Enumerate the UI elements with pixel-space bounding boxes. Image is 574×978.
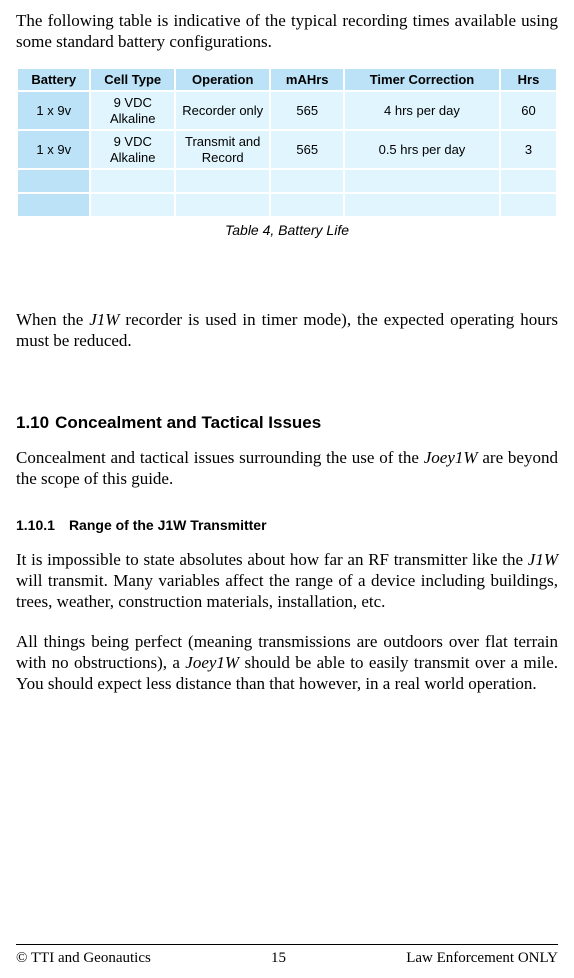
cell: Recorder only <box>176 92 270 129</box>
subsection-number: 1.10.1 <box>16 517 55 533</box>
cell <box>501 170 556 192</box>
th-celltype: Cell Type <box>91 69 173 91</box>
th-battery: Battery <box>18 69 89 91</box>
footer-left: © TTI and Geonautics <box>16 949 151 968</box>
cell <box>271 170 342 192</box>
timer-mode-note: When the J1W recorder is used in timer m… <box>16 309 558 352</box>
table-header-row: Battery Cell Type Operation mAHrs Timer … <box>18 69 556 91</box>
footer-page-number: 15 <box>151 949 406 968</box>
section-title: Concealment and Tactical Issues <box>55 413 321 432</box>
page-footer: © TTI and Geonautics 15 Law Enforcement … <box>16 944 558 968</box>
cell: 9 VDC Alkaline <box>91 92 173 129</box>
cell: 3 <box>501 131 556 168</box>
cell <box>271 194 342 216</box>
text: will transmit. Many variables affect the… <box>16 571 558 611</box>
text: When the <box>16 310 89 329</box>
subsection-paragraph-2: All things being perfect (meaning transm… <box>16 631 558 695</box>
subsection-title: Range of the J1W Transmitter <box>69 517 267 533</box>
cell <box>176 170 270 192</box>
th-mahrs: mAHrs <box>271 69 342 91</box>
subsection-paragraph-1: It is impossible to state absolutes abou… <box>16 549 558 613</box>
th-hrs: Hrs <box>501 69 556 91</box>
section-number: 1.10 <box>16 413 49 432</box>
product-name: J1W <box>528 550 558 569</box>
cell <box>18 194 89 216</box>
cell: 0.5 hrs per day <box>345 131 499 168</box>
battery-life-table: Battery Cell Type Operation mAHrs Timer … <box>16 67 558 218</box>
table-row <box>18 194 556 216</box>
cell <box>501 194 556 216</box>
cell: 1 x 9v <box>18 92 89 129</box>
product-name: Joey1W <box>185 653 239 672</box>
table-row <box>18 170 556 192</box>
cell <box>91 170 173 192</box>
cell: 60 <box>501 92 556 129</box>
footer-right: Law Enforcement ONLY <box>406 949 558 968</box>
text: Concealment and tactical issues surround… <box>16 448 424 467</box>
cell <box>345 170 499 192</box>
text: It is impossible to state absolutes abou… <box>16 550 528 569</box>
cell: Transmit and Record <box>176 131 270 168</box>
intro-text: The following table is indicative of the… <box>16 10 558 53</box>
table-caption: Table 4, Battery Life <box>16 222 558 240</box>
cell: 4 hrs per day <box>345 92 499 129</box>
subsection-heading: 1.10.1 Range of the J1W Transmitter <box>16 517 558 535</box>
th-timer: Timer Correction <box>345 69 499 91</box>
cell: 1 x 9v <box>18 131 89 168</box>
cell <box>91 194 173 216</box>
section-heading: 1.10 Concealment and Tactical Issues <box>16 412 558 433</box>
th-operation: Operation <box>176 69 270 91</box>
cell: 565 <box>271 131 342 168</box>
table-body: 1 x 9v 9 VDC Alkaline Recorder only 565 … <box>18 92 556 216</box>
cell: 565 <box>271 92 342 129</box>
table-row: 1 x 9v 9 VDC Alkaline Transmit and Recor… <box>18 131 556 168</box>
product-name: Joey1W <box>424 448 478 467</box>
cell <box>176 194 270 216</box>
table-row: 1 x 9v 9 VDC Alkaline Recorder only 565 … <box>18 92 556 129</box>
cell <box>18 170 89 192</box>
cell: 9 VDC Alkaline <box>91 131 173 168</box>
cell <box>345 194 499 216</box>
product-name: J1W <box>89 310 119 329</box>
section-body: Concealment and tactical issues surround… <box>16 447 558 490</box>
